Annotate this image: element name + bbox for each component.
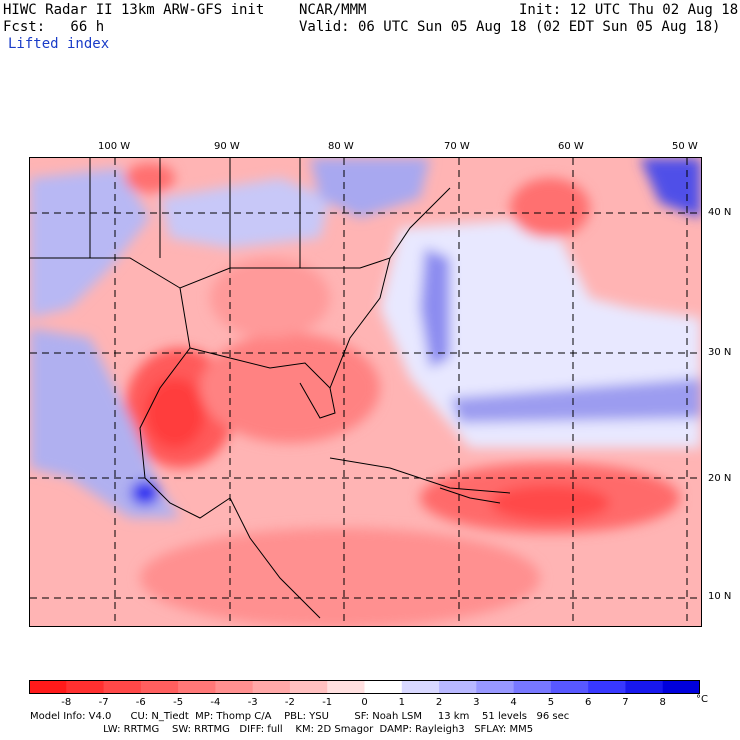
coastlines (30, 158, 511, 619)
color-scale-bar (29, 680, 700, 694)
legend-tick-label: 4 (510, 697, 517, 708)
legend-swatch (327, 680, 365, 694)
legend-swatch (401, 680, 440, 694)
legend-swatch (252, 680, 291, 694)
legend-tick-label: 3 (473, 697, 480, 708)
legend-tick-label: -6 (135, 697, 146, 708)
legend-swatch (215, 680, 254, 694)
legend-tick-label: 8 (659, 697, 666, 708)
legend-tick-label: 6 (585, 697, 592, 708)
field-name: Lifted index (8, 36, 110, 52)
legend-swatch (662, 680, 700, 694)
legend-swatch (29, 680, 67, 694)
legend-tick-label: -5 (173, 697, 184, 708)
model-info-line2: LW: RRTMG SW: RRTMG DIFF: full KM: 2D Sm… (30, 724, 534, 735)
legend-unit: °C (696, 694, 708, 705)
map-title: HIWC Radar II 13km ARW-GFS init (3, 2, 265, 18)
legend-tick-label: 2 (435, 697, 443, 708)
field-shading (30, 158, 701, 626)
legend-swatch (66, 680, 105, 694)
legend-swatch (513, 680, 552, 694)
organization-label: NCAR/MMM (299, 2, 367, 18)
forecast-hour: Fcst: 66 h (3, 19, 105, 35)
legend-tick-label: -8 (61, 697, 72, 708)
legend-tick-label: 0 (361, 697, 368, 708)
legend-tick-label: 1 (398, 697, 405, 708)
legend-swatch (625, 680, 664, 694)
lat-lon-grid (30, 158, 701, 626)
legend-swatch (439, 680, 477, 694)
lon-label: 70 W (444, 141, 470, 152)
legend-swatch (289, 680, 328, 694)
model-info-line1: Model Info: V4.0 CU: N_Tiedt MP: Thomp C… (30, 711, 570, 722)
lon-label: 100 W (98, 141, 131, 152)
legend-tick-label: -1 (322, 697, 333, 708)
lat-label: 20 N (708, 473, 732, 484)
legend-swatch (364, 680, 403, 694)
map-canvas (30, 158, 701, 626)
legend-tick-label: -2 (284, 697, 295, 708)
lat-label: 30 N (708, 347, 732, 358)
legend-swatch (588, 680, 626, 694)
lon-label: 50 W (672, 141, 698, 152)
lon-label: 80 W (328, 141, 354, 152)
legend-swatch (140, 680, 179, 694)
lifted-index-map (29, 157, 702, 627)
lon-label: 60 W (558, 141, 584, 152)
legend-swatch (550, 680, 589, 694)
lat-label: 40 N (708, 207, 732, 218)
legend-swatch (103, 680, 142, 694)
legend-tick-label: -4 (210, 697, 221, 708)
legend-swatch (476, 680, 515, 694)
legend-tick-label: 5 (547, 697, 555, 708)
lat-label: 10 N (708, 591, 732, 602)
legend-tick-label: -7 (98, 697, 109, 708)
lon-label: 90 W (214, 141, 240, 152)
legend-swatch (178, 680, 216, 694)
legend-tick-label: 7 (622, 697, 629, 708)
legend-tick-label: -3 (247, 697, 258, 708)
valid-time: Valid: 06 UTC Sun 05 Aug 18 (02 EDT Sun … (299, 19, 721, 35)
init-time: Init: 12 UTC Thu 02 Aug 18 (519, 2, 739, 18)
